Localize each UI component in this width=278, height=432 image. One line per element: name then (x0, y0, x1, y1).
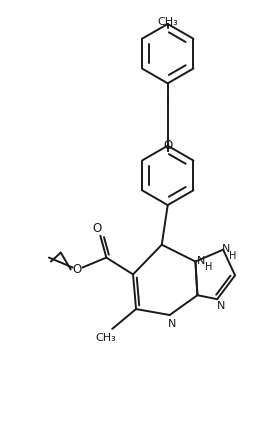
Text: N: N (197, 256, 205, 266)
Text: N: N (167, 319, 176, 329)
Text: H: H (229, 251, 237, 260)
Text: O: O (93, 222, 102, 235)
Text: CH₃: CH₃ (157, 17, 178, 27)
Text: N: N (222, 244, 230, 254)
Text: O: O (72, 263, 81, 276)
Text: CH₃: CH₃ (95, 333, 116, 343)
Text: O: O (163, 139, 172, 152)
Text: H: H (205, 263, 212, 273)
Text: N: N (217, 301, 225, 311)
